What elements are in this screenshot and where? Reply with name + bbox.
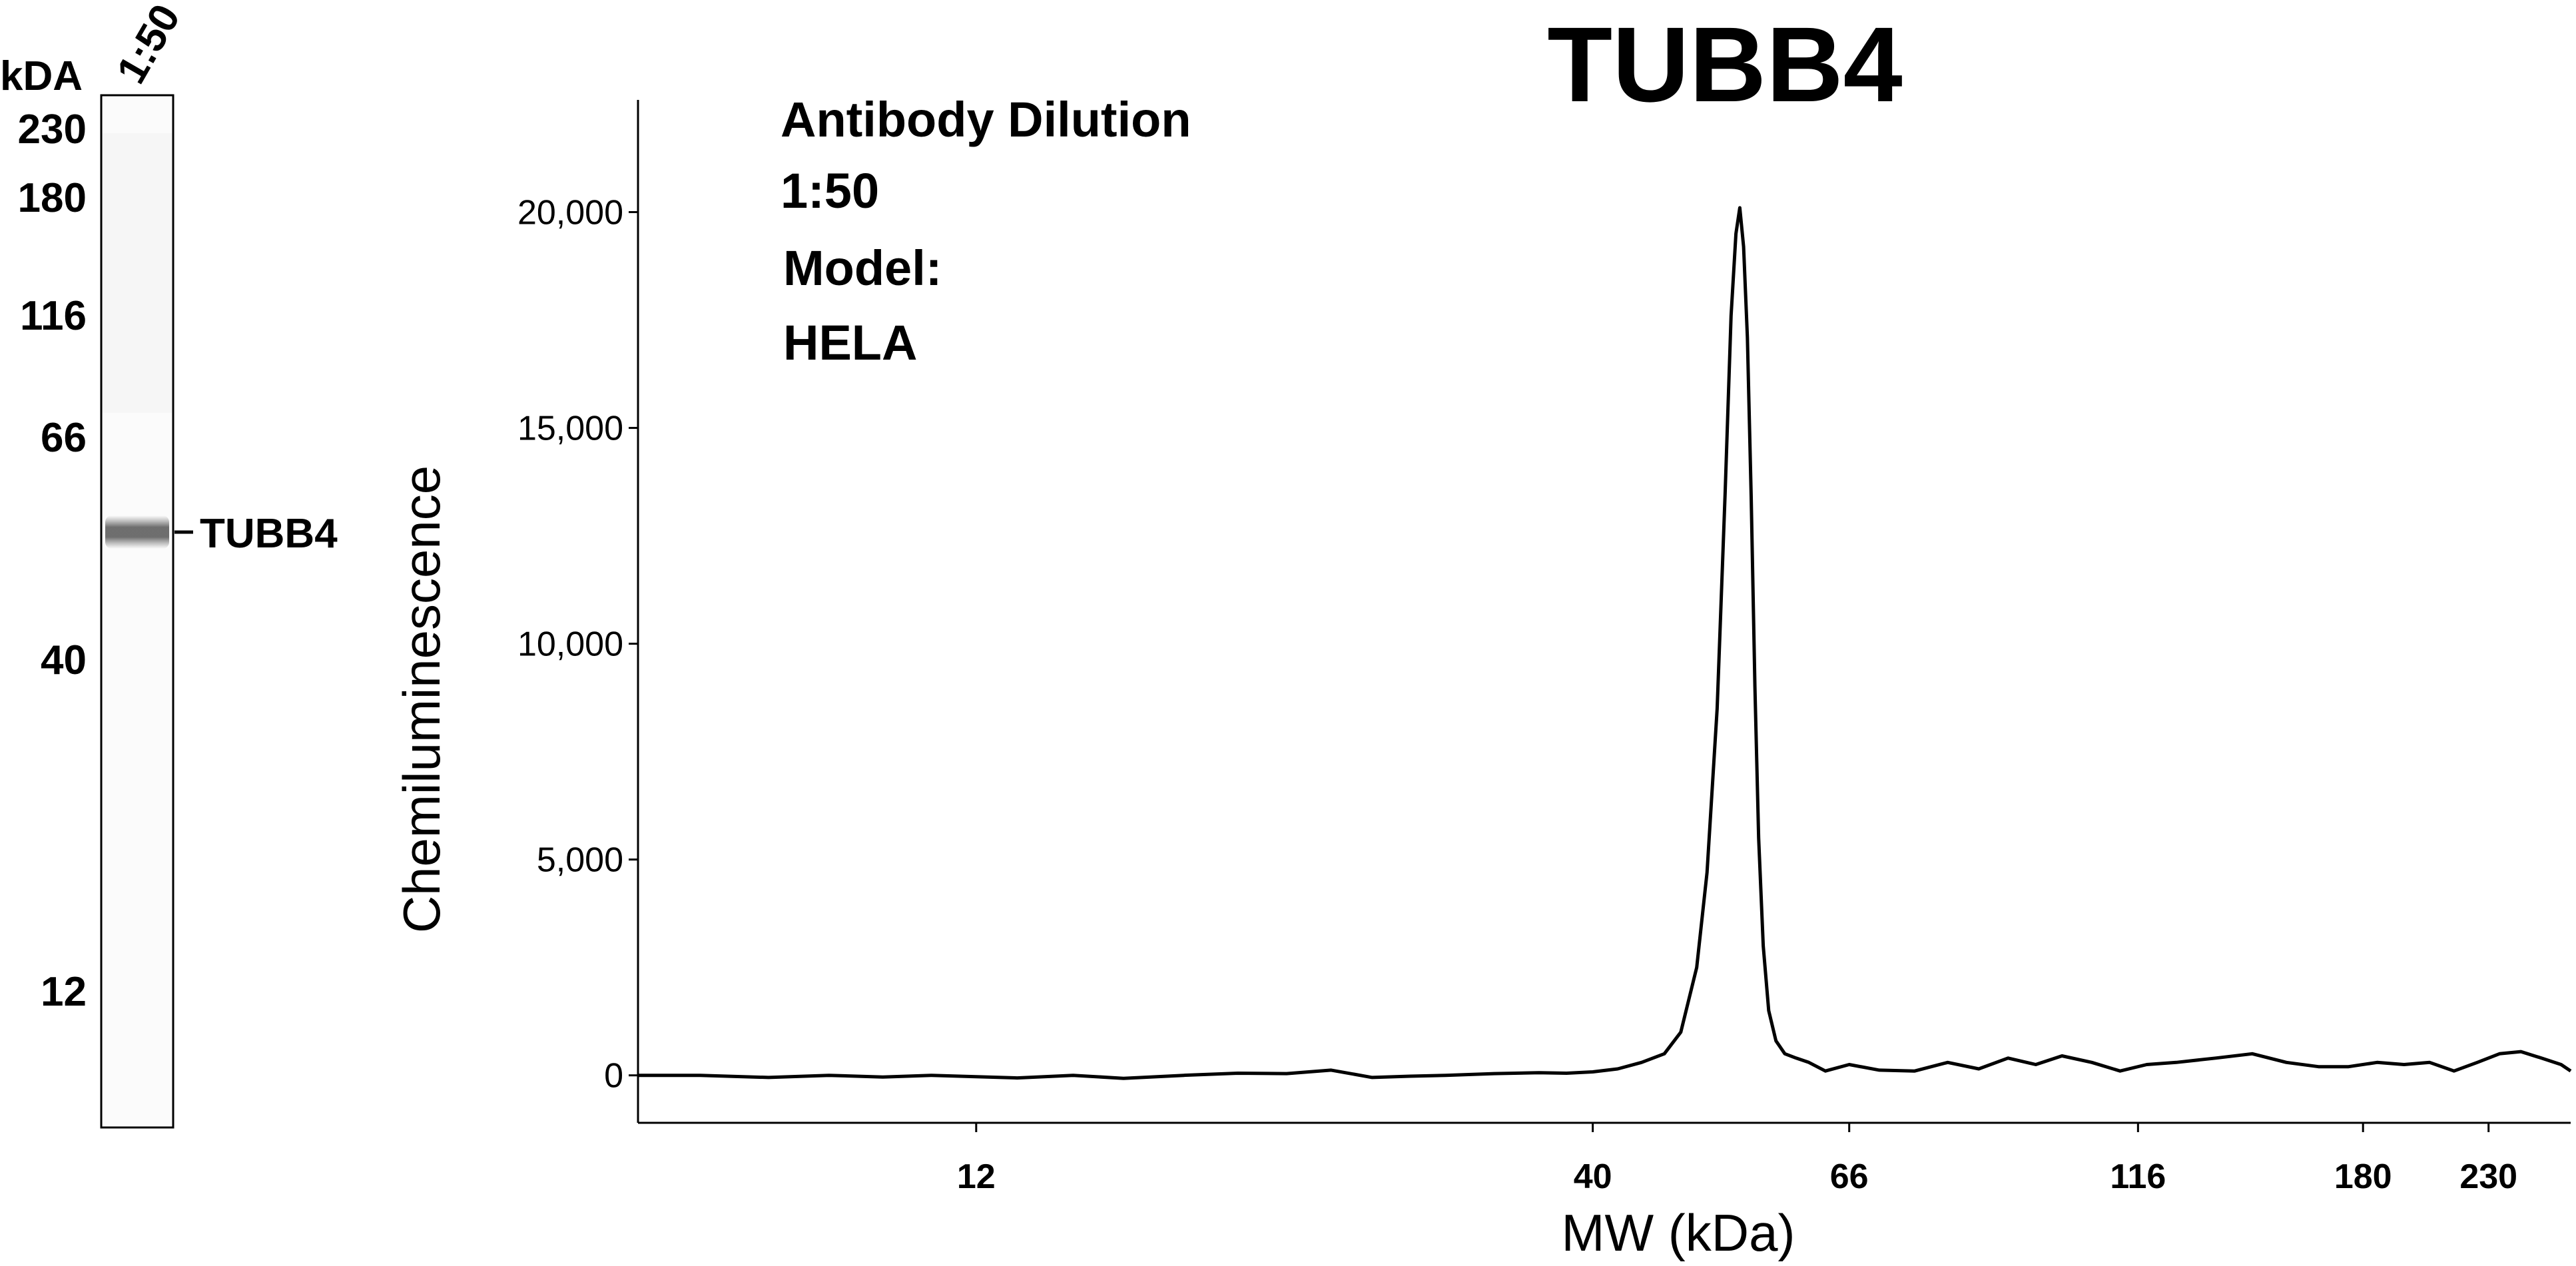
marker-label-116: 116 bbox=[20, 293, 87, 339]
x-tick-label: 40 bbox=[1574, 1157, 1612, 1196]
y-tick-label: 15,000 bbox=[517, 410, 623, 448]
blot-unit-label: kDA bbox=[0, 53, 83, 99]
blot-panel: kDA 1:50 TUBB4 230 180 116 66 40 12 bbox=[0, 0, 338, 1129]
chart-title: TUBB4 bbox=[1547, 5, 1902, 124]
y-axis-title: Chemiluminescence bbox=[392, 466, 451, 933]
y-tick-label: 5,000 bbox=[537, 841, 623, 880]
marker-label-40: 40 bbox=[41, 637, 87, 683]
band-label: TUBB4 bbox=[200, 511, 338, 557]
x-axis-title: MW (kDa) bbox=[1562, 1203, 1795, 1262]
chemiluminescence-series-line bbox=[638, 206, 2572, 1080]
annotation-dilution-label: Antibody Dilution bbox=[781, 92, 1191, 147]
marker-label-230: 230 bbox=[18, 107, 87, 153]
annotation-dilution-value: 1:50 bbox=[781, 163, 879, 218]
blot-lane-smear bbox=[103, 133, 172, 413]
y-ticks: 0 5,000 10,000 15,000 20,000 bbox=[517, 194, 638, 1096]
x-tick-label: 230 bbox=[2459, 1157, 2517, 1196]
blot-band bbox=[105, 515, 169, 549]
x-ticks: 12 40 66 116 180 230 bbox=[957, 1123, 2517, 1196]
x-tick-label: 12 bbox=[957, 1157, 996, 1196]
annotation-model-label: Model: bbox=[783, 240, 942, 296]
y-tick-label: 20,000 bbox=[517, 194, 623, 232]
annotation-model-value: HELA bbox=[783, 315, 917, 370]
y-tick-label: 10,000 bbox=[517, 625, 623, 664]
blot-lane-label: 1:50 bbox=[108, 0, 189, 91]
marker-label-66: 66 bbox=[41, 415, 87, 461]
marker-label-180: 180 bbox=[18, 175, 87, 221]
chart-panel: TUBB4 Antibody Dilution 1:50 Model: HELA… bbox=[392, 5, 2572, 1262]
marker-label-12: 12 bbox=[41, 969, 87, 1015]
x-tick-label: 116 bbox=[2110, 1157, 2166, 1196]
x-tick-label: 180 bbox=[2334, 1157, 2392, 1196]
y-tick-label: 0 bbox=[604, 1057, 623, 1096]
x-tick-label: 66 bbox=[1830, 1157, 1869, 1196]
